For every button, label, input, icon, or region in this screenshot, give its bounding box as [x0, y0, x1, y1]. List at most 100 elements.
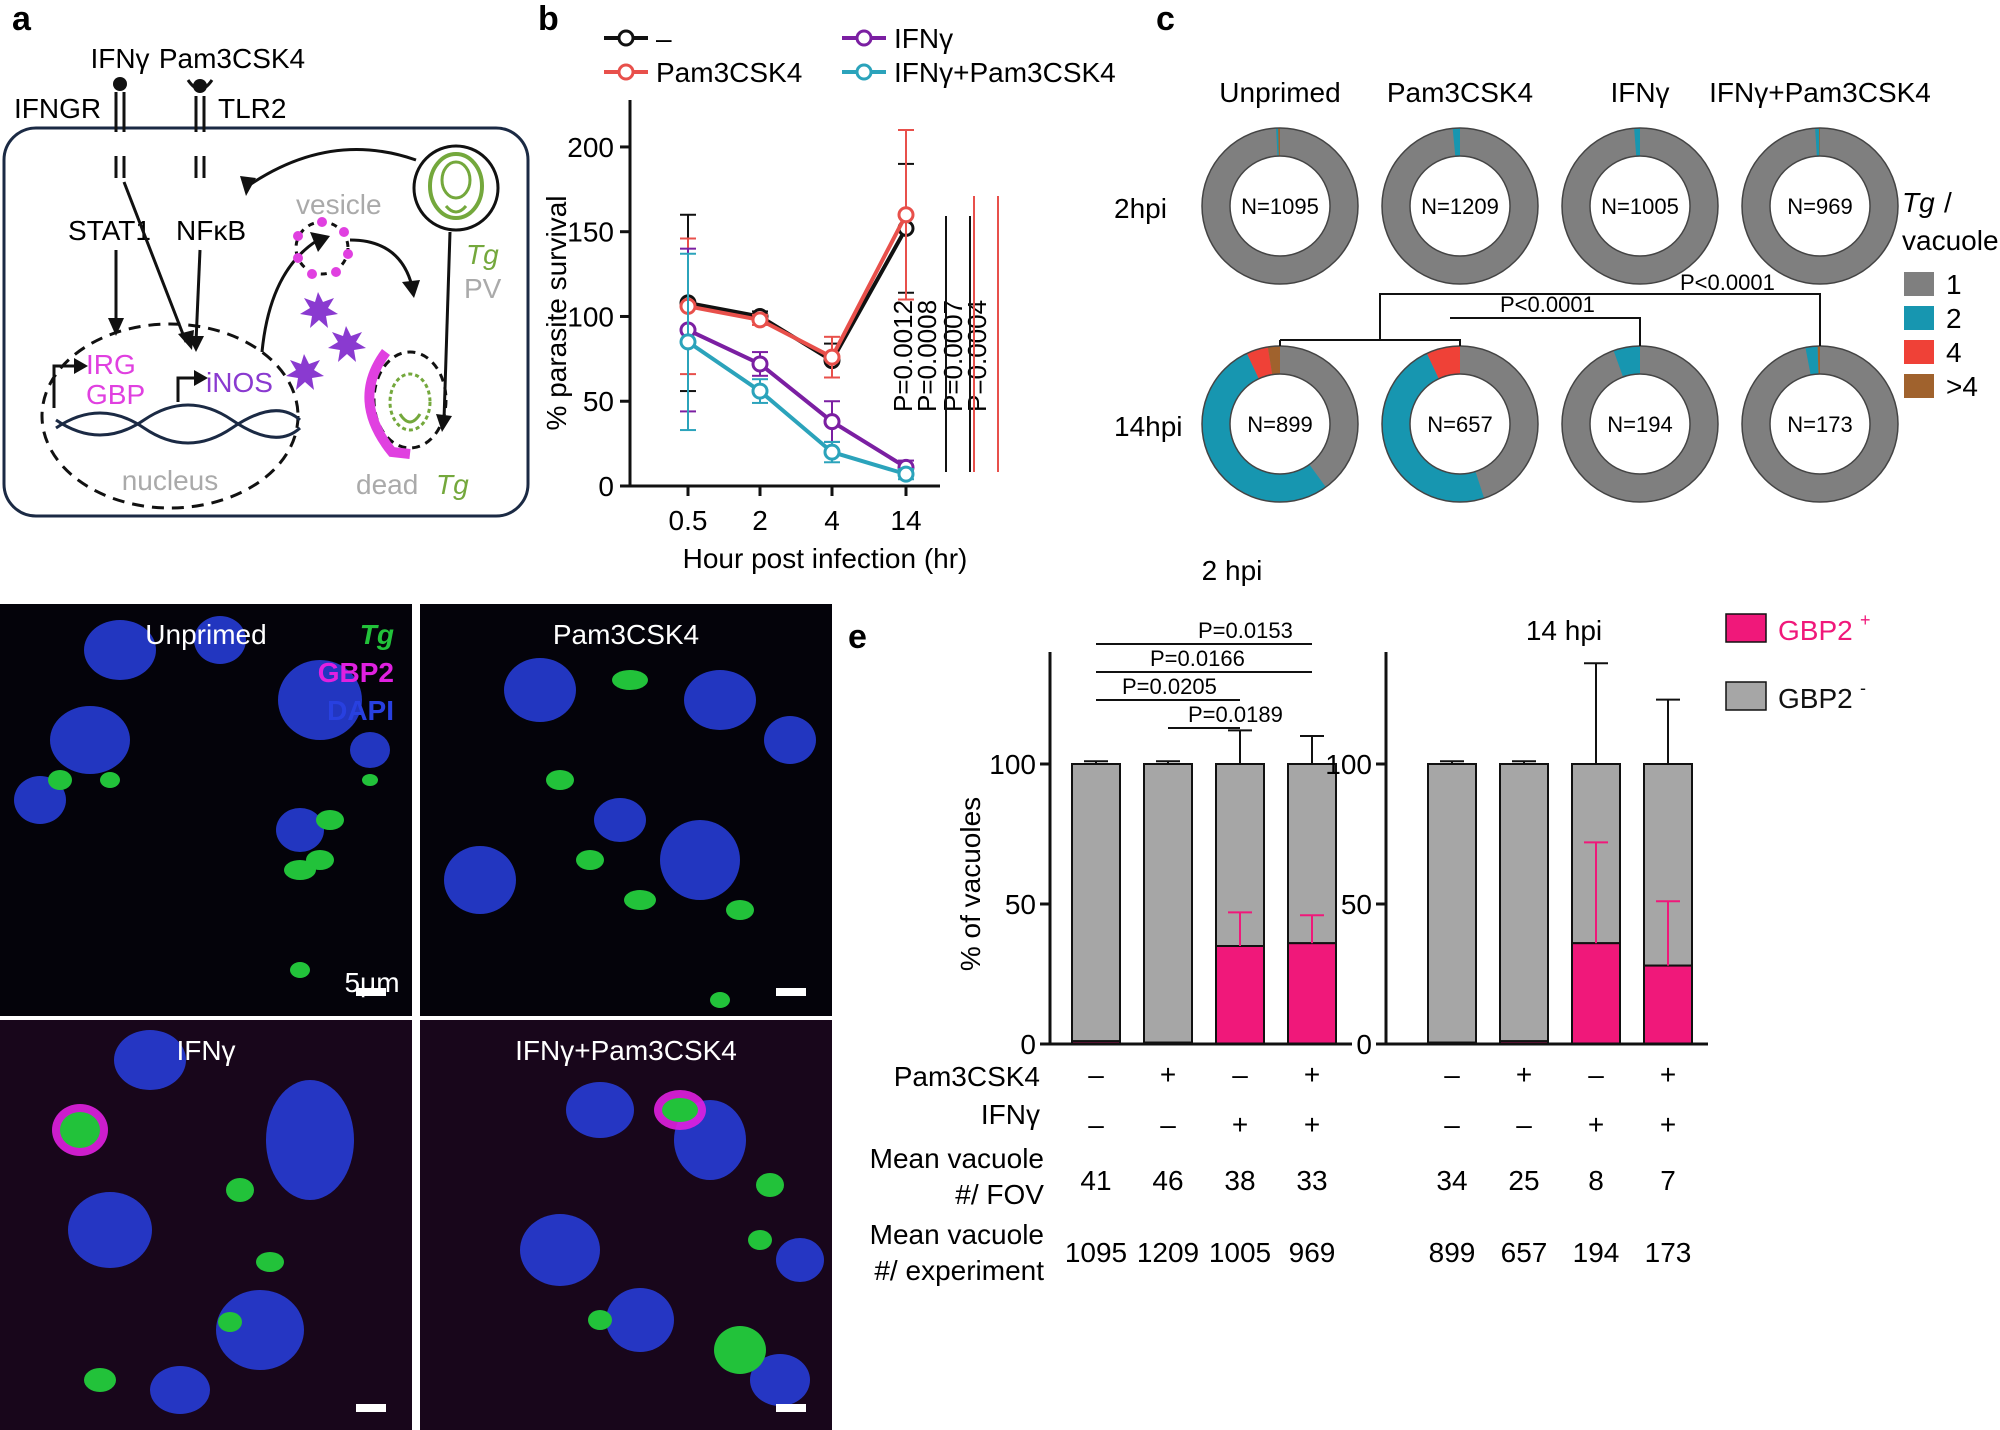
experiment-value: 1209	[1137, 1237, 1199, 1268]
nucleus-blob	[504, 658, 576, 722]
donut-chart: N=657	[1381, 345, 1539, 503]
nucleus-blob	[684, 670, 756, 730]
donut-hole	[1409, 373, 1511, 475]
donut-slice->4	[1817, 346, 1820, 375]
donut-outline	[1381, 127, 1539, 285]
pam-sign: –	[1588, 1059, 1604, 1090]
donut-slice-2	[1382, 353, 1485, 502]
donut-n-label: N=1095	[1241, 194, 1319, 219]
legend-swatch	[1904, 272, 1934, 296]
data-point	[823, 348, 841, 366]
vesicle-label: vesicle	[296, 189, 382, 220]
experiment-value: 194	[1573, 1237, 1620, 1268]
parasite-blob	[226, 1178, 254, 1202]
nitric-oxide-icon	[286, 292, 366, 390]
data-point	[823, 443, 841, 461]
micrograph-tile-1: Unprimed	[0, 604, 412, 1016]
donut-slice-2	[1276, 128, 1279, 157]
donut-slice-2	[1634, 128, 1640, 157]
donut-slice-4	[1426, 346, 1460, 379]
parasite-blob	[576, 850, 604, 870]
row-label-exp-1: Mean vacuole	[870, 1219, 1044, 1250]
legend-swatch	[1904, 374, 1934, 398]
p-value-label: P=0.0007	[938, 300, 968, 412]
y-tick-label: 0	[1356, 1029, 1372, 1060]
tlr2-label: TLR2	[218, 93, 286, 124]
experiment-value: 1005	[1209, 1237, 1271, 1268]
panel-a-schematic: IFNγ Pam3CSK4 IFNGR TLR2 STAT1 NFκB IRG …	[2, 43, 530, 518]
donut-hole	[1769, 373, 1871, 475]
legend-swatch-marker	[855, 63, 873, 81]
series-line	[687, 213, 908, 360]
ifn-sign: –	[1160, 1109, 1176, 1140]
legend-swatch	[1725, 613, 1767, 643]
micrograph-tile-3: IFNγ	[0, 1020, 412, 1430]
row-label-fov-1: Mean vacuole	[870, 1143, 1044, 1174]
legend-swatch-marker	[617, 63, 635, 81]
y-tick-label: 0	[598, 471, 614, 502]
parasite-blob	[100, 772, 120, 788]
tg-label: Tg	[466, 239, 499, 270]
experiment-value: 657	[1501, 1237, 1548, 1268]
donut-chart: N=899	[1201, 345, 1359, 503]
irg-label: IRG	[86, 349, 136, 380]
channel-label-tg: Tg	[360, 619, 394, 650]
panel-b-axes: 0 50 100 150 200 0.5 2 4 14 Hour post infection (…	[541, 100, 967, 574]
fov-value: 7	[1660, 1165, 1676, 1196]
nucleus-blob	[84, 620, 156, 680]
nucleus-blob	[194, 616, 246, 664]
y-tick-label: 0	[1020, 1029, 1036, 1060]
pam-sign: –	[1088, 1059, 1104, 1090]
row-label-fov-2: #/ FOV	[955, 1179, 1044, 1210]
legend-label: GBP2	[1778, 683, 1853, 714]
chart-title-2hpi: 2 hpi	[1202, 555, 1263, 586]
ifng-ligand-icon	[113, 77, 127, 91]
bar-chart-1: 0 50 100% of vacuoles – – 41 1095 + – 46 1209 – +38 1…	[955, 652, 1352, 1268]
donut-hole	[1589, 155, 1691, 257]
fov-value: 25	[1508, 1165, 1539, 1196]
p-value-label: P=0.0008	[912, 300, 942, 412]
nucleus-blob	[520, 1214, 600, 1286]
series-4	[679, 252, 915, 483]
p-value-label: P=0.0012	[888, 300, 918, 412]
legend-label: Pam3CSK4	[656, 57, 802, 88]
legend-title-tg: Tg	[1902, 187, 1935, 218]
inos-label: iNOS	[206, 367, 273, 398]
y-tick-label: 100	[567, 301, 614, 332]
x-tick-label: 4	[824, 505, 840, 536]
donut-n-label: N=1005	[1601, 194, 1679, 219]
donut-chart: N=1095	[1201, 127, 1359, 285]
nucleus-blob	[266, 1080, 354, 1200]
y-tick-label: 50	[583, 386, 614, 417]
micrograph-tile-4: IFNγ+Pam3CSK4	[420, 1020, 832, 1430]
panel-letter-c: c	[1156, 0, 1175, 38]
donut-n-label: N=899	[1247, 412, 1312, 437]
bar-gbp2-positive	[1571, 942, 1621, 1046]
legend-label: 1	[1946, 269, 1962, 300]
dead-tg-label: Tg	[436, 469, 469, 500]
tile-label: IFNγ+Pam3CSK4	[515, 1035, 737, 1066]
y-tick-label: 100	[989, 749, 1036, 780]
x-tick-label: 14	[890, 505, 921, 536]
experiment-value: 173	[1645, 1237, 1692, 1268]
nucleus-blob	[776, 1238, 824, 1282]
bar-gbp2-negative	[1071, 763, 1121, 1043]
pam-sign: +	[1304, 1059, 1320, 1090]
pam-sign: –	[1232, 1059, 1248, 1090]
pam-sign: –	[1444, 1059, 1460, 1090]
scale-bar-label: 5μm	[344, 967, 399, 998]
bracket	[1450, 317, 1641, 346]
nfkb-label: NFκB	[176, 215, 246, 246]
p-value-label: P=0.0153	[1198, 618, 1293, 643]
parasite-blob	[546, 770, 574, 790]
p-value-label: P=0.0205	[1122, 674, 1217, 699]
ifngr-label: IFNGR	[14, 93, 101, 124]
row-label: 14hpi	[1114, 411, 1183, 442]
bar-gbp2-positive	[1215, 945, 1265, 1045]
donut-slice->4	[1278, 128, 1280, 157]
donut-hole	[1229, 155, 1331, 257]
data-point	[751, 382, 769, 400]
